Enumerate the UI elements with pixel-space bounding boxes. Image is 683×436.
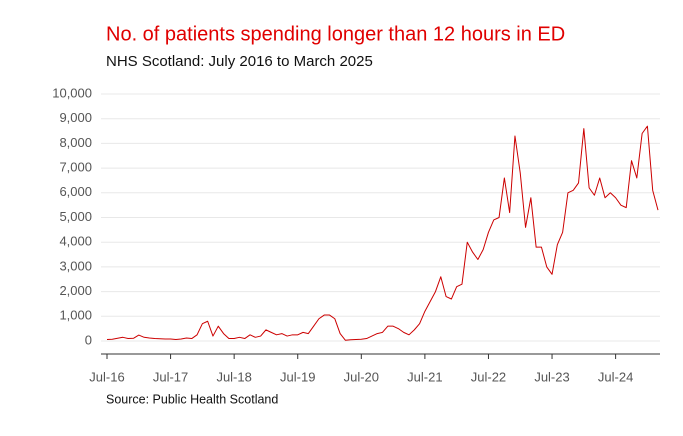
y-tick-label: 1,000: [59, 308, 92, 323]
y-tick-label: 4,000: [59, 234, 92, 249]
y-tick-label: 5,000: [59, 209, 92, 224]
y-tick-label: 6,000: [59, 184, 92, 199]
y-tick-label: 0: [85, 332, 92, 347]
x-tick-label: Jul-21: [407, 369, 442, 384]
x-tick-label: Jul-19: [280, 369, 315, 384]
y-tick-label: 8,000: [59, 135, 92, 150]
y-tick-label: 10,000: [52, 85, 92, 100]
x-tick-label: Jul-23: [534, 369, 569, 384]
x-tick-label: Jul-16: [89, 369, 124, 384]
y-tick-label: 9,000: [59, 110, 92, 125]
y-tick-label: 3,000: [59, 258, 92, 273]
x-tick-label: Jul-24: [598, 369, 633, 384]
data-line: [106, 125, 659, 341]
y-tick-label: 7,000: [59, 160, 92, 175]
y-tick-label: 2,000: [59, 283, 92, 298]
x-tick-label: Jul-20: [344, 369, 379, 384]
x-tick-label: Jul-18: [216, 369, 251, 384]
x-tick-label: Jul-22: [471, 369, 506, 384]
source-note: Source: Public Health Scotland: [106, 392, 278, 406]
chart-title: No. of patients spending longer than 12 …: [106, 23, 565, 45]
x-tick-label: Jul-17: [153, 369, 188, 384]
chart-subtitle: NHS Scotland: July 2016 to March 2025: [106, 53, 373, 70]
